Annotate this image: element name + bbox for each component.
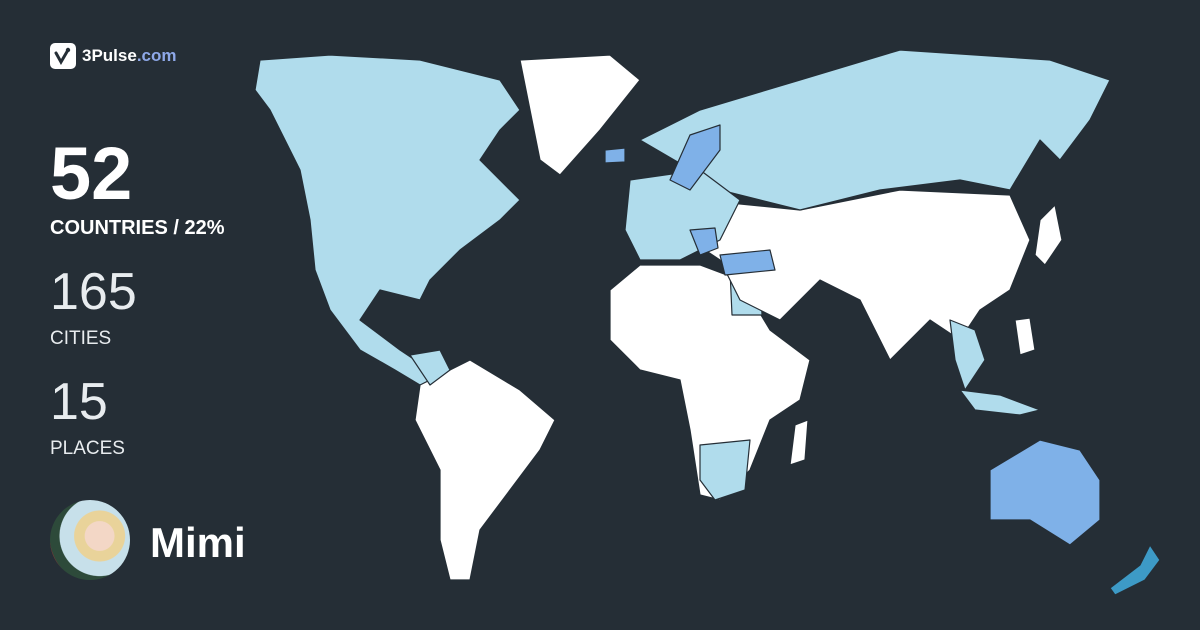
region-central-america[interactable] [409, 349, 451, 386]
places-label: PLACES [50, 438, 125, 459]
region-philippines[interactable] [1014, 317, 1036, 356]
region-north-america[interactable] [254, 54, 521, 386]
region-south-america[interactable] [414, 359, 556, 581]
avatar[interactable] [50, 500, 130, 580]
region-japan[interactable] [1034, 204, 1063, 266]
region-balkans[interactable] [689, 227, 719, 256]
region-iceland[interactable] [604, 147, 626, 164]
countries-label: COUNTRIES / 22% [50, 217, 225, 239]
region-greenland[interactable] [519, 54, 641, 176]
region-africa[interactable] [609, 264, 811, 501]
region-australia[interactable] [989, 439, 1101, 546]
region-scandinavia[interactable] [669, 124, 721, 191]
region-madagascar[interactable] [789, 419, 809, 466]
region-turkey[interactable] [719, 249, 776, 276]
brand-logo[interactable]: 3Pulse.com [50, 43, 177, 69]
region-new-zealand[interactable] [1109, 544, 1161, 596]
brand-tld: .com [136, 46, 177, 65]
cities-label: CITIES [50, 328, 112, 349]
brand-name: 3Pulse.com [82, 46, 177, 66]
places-count: 15 [50, 373, 108, 431]
cities-count: 165 [50, 263, 137, 321]
pulse-check-icon [50, 43, 76, 69]
countries-count: 52 [50, 132, 133, 215]
region-indonesia[interactable] [959, 389, 1041, 416]
user-name: Mimi [150, 519, 246, 566]
region-southern-africa[interactable] [699, 439, 751, 501]
region-russia[interactable] [639, 49, 1111, 211]
region-asia[interactable] [689, 189, 1031, 361]
brand-name-text: 3Pulse [82, 46, 137, 65]
region-southeast-asia[interactable] [949, 319, 986, 391]
